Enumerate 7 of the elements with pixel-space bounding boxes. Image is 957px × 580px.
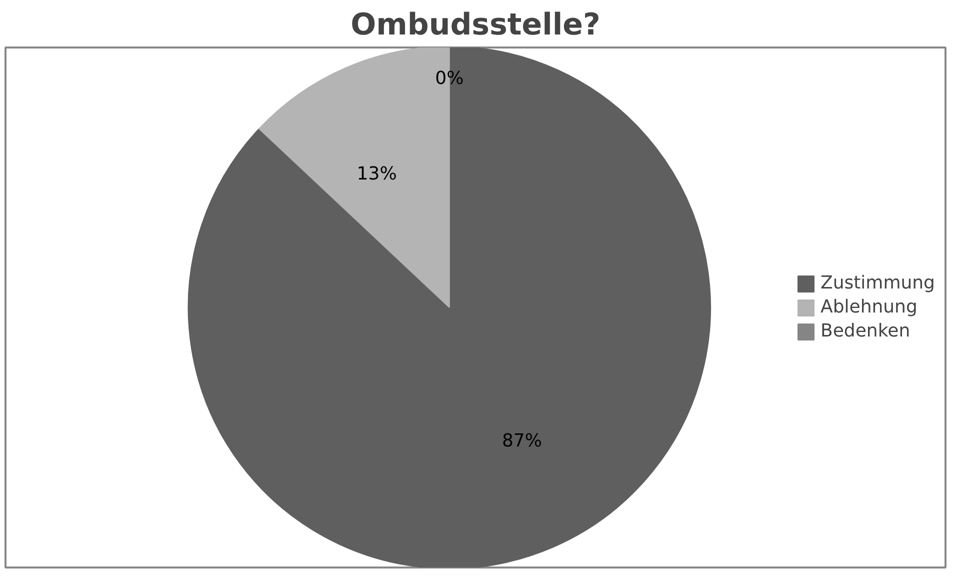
chart-title: Ombudsstelle?: [350, 8, 600, 42]
legend-label: Bedenken: [820, 320, 910, 342]
data-label: 87%: [502, 430, 542, 452]
data-label: 13%: [356, 163, 397, 184]
legend-label: Zustimmung: [820, 272, 935, 294]
text: 0%: [435, 68, 464, 90]
legend-label: Ablehnung: [820, 296, 918, 318]
